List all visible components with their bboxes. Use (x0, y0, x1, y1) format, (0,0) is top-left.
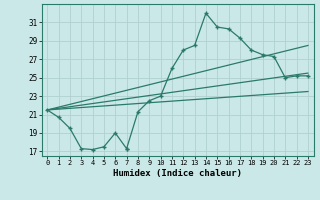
X-axis label: Humidex (Indice chaleur): Humidex (Indice chaleur) (113, 169, 242, 178)
